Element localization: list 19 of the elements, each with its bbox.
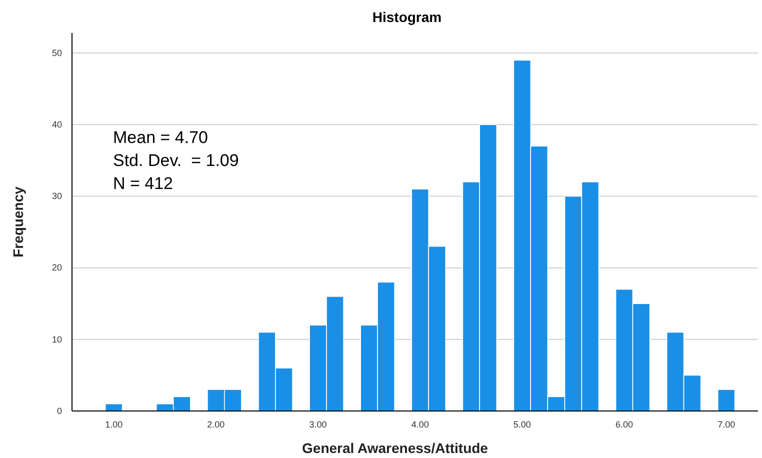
x-tick-label: 2.00 (207, 419, 225, 430)
x-tick-label: 6.00 (616, 419, 634, 430)
x-axis-title: General Awareness/Attitude (302, 440, 488, 456)
y-axis-title: Frequency (10, 186, 26, 258)
y-tick-label: 40 (52, 120, 62, 130)
x-tick-label: 5.00 (513, 419, 531, 430)
y-tick-label: 0 (56, 406, 62, 416)
y-tick-label: 20 (52, 262, 62, 273)
y-tick-label: 10 (52, 334, 62, 344)
x-tick-label: 3.00 (309, 419, 327, 430)
x-tick-label: 4.00 (411, 419, 429, 430)
y-tick-label: 30 (52, 191, 62, 202)
annotation: Mean = 4.70 (113, 128, 208, 147)
chart-title: Histogram (372, 9, 442, 25)
y-tick-label: 50 (52, 48, 62, 58)
x-tick-label: 1.00 (105, 419, 123, 430)
x-tick-label: 7.00 (718, 419, 736, 430)
annotation: Std. Dev. = 1.09 (113, 151, 239, 170)
annotation: N = 412 (113, 174, 174, 193)
